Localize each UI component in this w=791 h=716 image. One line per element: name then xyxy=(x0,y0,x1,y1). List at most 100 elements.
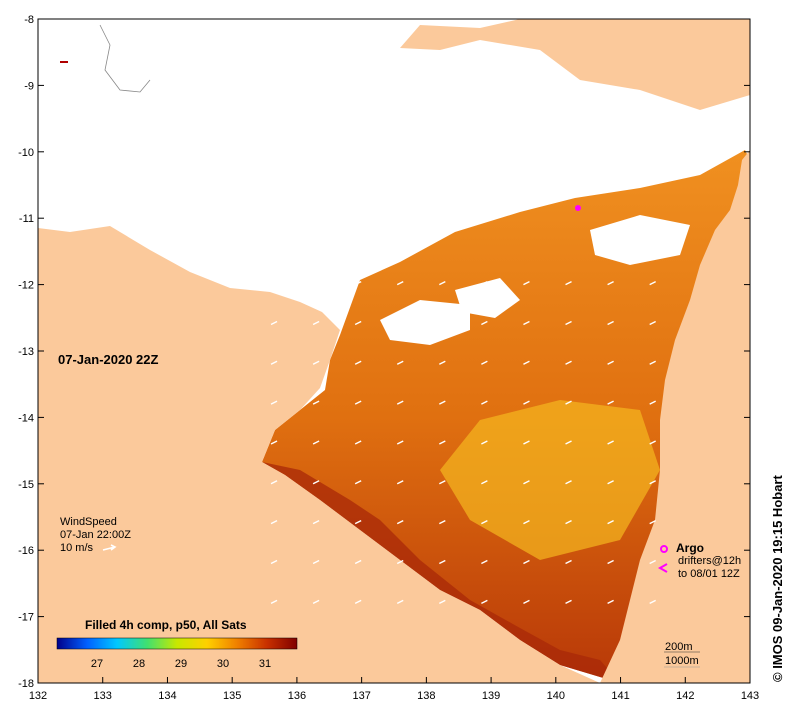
wind-arrow xyxy=(481,559,488,565)
lat-tick-label: -18 xyxy=(18,678,34,690)
wind-arrow xyxy=(438,599,446,604)
depth-200m-label: 200m xyxy=(665,641,693,653)
wind-arrow xyxy=(481,360,488,365)
wind-arrow xyxy=(270,440,278,445)
wind-arrow xyxy=(270,480,278,485)
wind-title: WindSpeed xyxy=(60,516,117,528)
wind-arrow xyxy=(607,320,614,326)
date-label: 07-Jan-2020 22Z xyxy=(58,352,159,367)
wind-arrow xyxy=(354,360,362,365)
wind-arrow xyxy=(607,280,614,286)
wind-arrow xyxy=(565,559,572,565)
wind-arrow xyxy=(523,440,530,445)
lat-tick-label: -10 xyxy=(18,147,34,159)
wind-arrow xyxy=(649,599,656,604)
argo-label: Argo xyxy=(676,541,704,555)
wind-arrow xyxy=(438,480,446,485)
colorbar xyxy=(56,637,298,650)
land-northern-territory xyxy=(38,226,600,683)
cloud-gap xyxy=(590,215,690,265)
depth-1000m-label: 1000m xyxy=(665,655,699,667)
lat-tick-label: -13 xyxy=(18,346,34,358)
lon-tick-label: 132 xyxy=(29,690,47,702)
wind-arrow xyxy=(354,400,362,405)
wind-arrow xyxy=(270,400,278,405)
lon-tick-label: 136 xyxy=(288,690,306,702)
lon-tick-label: 137 xyxy=(352,690,370,702)
wind-arrow xyxy=(396,280,404,286)
wind-arrow xyxy=(481,520,488,525)
wind-arrow xyxy=(438,400,446,405)
lat-tick-label: -14 xyxy=(18,412,34,424)
wind-arrow xyxy=(396,480,404,485)
island-outline xyxy=(99,24,151,93)
wind-arrow xyxy=(438,360,446,365)
wind-arrow xyxy=(523,400,530,405)
drifters-label: drifters@12h xyxy=(678,555,742,567)
wind-arrow xyxy=(312,400,320,405)
wind-arrows xyxy=(270,280,656,604)
wind-arrow xyxy=(649,480,656,485)
wind-arrow xyxy=(396,400,404,405)
wind-arrow xyxy=(649,320,656,326)
wind-arrow xyxy=(396,440,404,445)
wind-arrow xyxy=(523,599,530,604)
wind-arrow xyxy=(481,280,488,286)
wind-arrow xyxy=(270,520,278,525)
wind-arrow xyxy=(270,360,278,365)
lon-tick-label: 143 xyxy=(741,690,759,702)
wind-arrow xyxy=(438,559,446,565)
wind-arrow xyxy=(481,440,488,445)
wind-arrow xyxy=(649,400,656,405)
wind-arrow xyxy=(312,360,320,365)
colorbar-title: Filled 4h comp, p50, All Sats xyxy=(85,618,247,632)
cloud-gap xyxy=(380,300,470,345)
axis-ticks: 132 133 134 135 136 137 138 139 140 141 142 143 -8 -9… xyxy=(18,14,759,702)
wind-arrow xyxy=(270,599,278,604)
wind-arrow xyxy=(523,480,530,485)
lon-tick-label: 135 xyxy=(223,690,241,702)
wind-arrow xyxy=(438,280,446,286)
land-new-guinea xyxy=(400,19,750,110)
lat-tick-label: -12 xyxy=(18,280,34,292)
wind-arrow xyxy=(565,320,572,326)
wind-arrow xyxy=(607,599,614,604)
wind-arrow xyxy=(312,559,320,565)
lon-tick-label: 134 xyxy=(158,690,176,702)
argo-float-marker xyxy=(575,205,581,211)
sst-warm-zone xyxy=(262,462,620,683)
wind-arrow xyxy=(649,360,656,365)
cloud-gap xyxy=(455,278,520,318)
argo-legend: Argo drifters@12h to 08/01 12Z xyxy=(660,542,741,581)
colorbar-tick-label: 27 xyxy=(91,658,103,670)
wind-arrow xyxy=(312,480,320,485)
wind-arrow xyxy=(396,320,404,326)
wind-arrow xyxy=(523,320,530,326)
wind-arrow xyxy=(481,400,488,405)
wind-arrow xyxy=(565,280,572,286)
lat-tick-label: -16 xyxy=(18,545,34,557)
wind-arrow xyxy=(607,440,614,445)
colorbar-tick-label: 29 xyxy=(175,658,187,670)
wind-arrow xyxy=(649,280,656,286)
map-plot-area xyxy=(38,19,750,683)
wind-arrow xyxy=(270,280,278,286)
wind-arrow xyxy=(649,559,656,565)
wind-arrow xyxy=(607,559,614,565)
wind-arrow xyxy=(396,599,404,604)
lon-tick-label: 139 xyxy=(482,690,500,702)
wind-legend: WindSpeed 07-Jan 22:00Z 10 m/s xyxy=(60,516,131,555)
colorbar-tick-label: 28 xyxy=(133,658,145,670)
wind-arrow xyxy=(523,280,530,286)
wind-arrow xyxy=(438,320,446,326)
drifter-legend-icon xyxy=(657,563,668,573)
wind-arrow xyxy=(607,520,614,525)
wind-arrow xyxy=(312,599,320,604)
lat-tick-label: -11 xyxy=(19,213,34,225)
wind-arrow xyxy=(607,360,614,365)
wind-arrow xyxy=(396,559,404,565)
lat-tick-label: -15 xyxy=(18,479,34,491)
wind-arrow xyxy=(649,440,656,445)
wind-arrow xyxy=(270,320,278,326)
